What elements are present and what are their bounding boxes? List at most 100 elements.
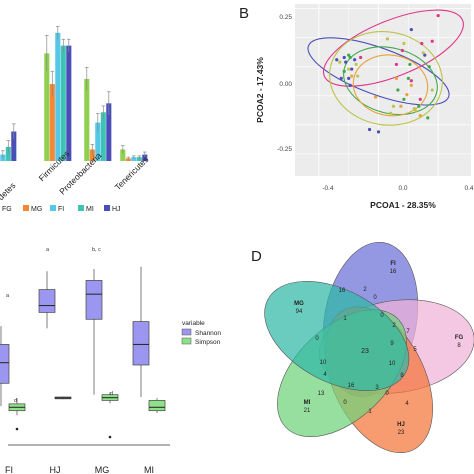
x-tick-bacteroidetes: detes: [0, 180, 17, 202]
plot-area: [295, 4, 471, 176]
x-tick-mi: MI: [144, 465, 154, 474]
box-simpson-mi: [148, 400, 166, 412]
bar-mi-tenericutes: [136, 157, 142, 161]
sample-points: [335, 14, 440, 134]
region-count: 2: [363, 287, 367, 293]
box-shannon-mi: [132, 321, 150, 366]
ellipse-group-5: [352, 54, 429, 117]
point-group-5: [405, 93, 409, 97]
x-tick-labels: -0.4 0.0 0.4: [322, 185, 473, 192]
point-group-5: [373, 95, 378, 99]
sig-label-mg-simpson: d: [110, 391, 113, 397]
x-tick-labels: FI HJ MG MI: [5, 465, 154, 474]
bar-hj-bacteroidetes: [11, 131, 17, 161]
outlier-simpson-mg: [108, 435, 112, 439]
outlier-simpson-fi: [15, 427, 19, 431]
point-group-3: [414, 109, 418, 113]
region-count: 1: [368, 409, 372, 415]
region-count: 16: [348, 383, 355, 389]
legend-label-shannon: Shannon: [195, 330, 221, 337]
point-group-1: [367, 127, 372, 132]
bar-mi-firmicutes: [60, 45, 66, 161]
x-tick-labels: detes Firmicutes Proteobacteria Tenericu…: [0, 148, 150, 202]
box-shannon-fi: [0, 344, 10, 384]
point-group-3: [412, 106, 416, 111]
point-group-2: [436, 14, 440, 18]
point-group-3: [385, 37, 390, 41]
box-group: [0, 266, 166, 439]
confidence-ellipses: [307, 9, 464, 126]
bar-mg-firmicutes: [49, 84, 55, 161]
point-group-4: [347, 53, 351, 57]
set-unique-hj: 23: [398, 430, 405, 436]
region-count: 8: [400, 373, 404, 379]
region-count: 0: [385, 391, 389, 397]
sig-label-fi-simpson: d: [14, 398, 17, 404]
venn-petals: [264, 241, 474, 454]
set-name-hj: HJ: [397, 422, 405, 428]
point-group-1: [335, 58, 339, 62]
point-group-3: [338, 60, 342, 64]
region-count: 1: [343, 316, 347, 322]
legend-swatch-hj: [104, 205, 110, 211]
ellipse-group-1: [307, 37, 450, 106]
bar-fi-proteobacteria: [95, 122, 101, 161]
box-shannon-mg: [85, 280, 103, 320]
point-group-3: [356, 74, 360, 78]
point-group-1: [353, 58, 357, 62]
y-tick-0-00: 0.00: [279, 81, 292, 88]
region-count: 2: [392, 323, 396, 329]
legend: variable Shannon Simpson: [181, 320, 221, 346]
region-count: 4: [405, 401, 409, 407]
panel-b-pcoa-plot: B 0.25 0.00 -0.25 -0.4 0.0 0.4 PCOA1 - 2…: [239, 4, 474, 210]
point-group-1: [339, 76, 343, 80]
legend-label-simpson: Simpson: [195, 339, 221, 346]
point-group-1: [348, 83, 352, 87]
point-group-3: [388, 111, 393, 115]
ellipse-group-2: [322, 9, 464, 87]
point-group-1: [423, 53, 427, 57]
point-group-5: [350, 74, 354, 78]
region-count: 0: [315, 336, 319, 342]
point-group-1: [409, 27, 413, 32]
region-count: 7: [406, 329, 410, 335]
bar-fg-tenericutes: [120, 149, 126, 161]
legend-swatch-shannon: [181, 328, 192, 336]
x-tick-hj: HJ: [50, 465, 61, 474]
sig-label-hj-shannon: a: [46, 247, 50, 253]
region-count: 3: [375, 385, 379, 391]
set-name-fg: FG: [455, 335, 464, 341]
panel-d-venn-diagram: D FI 16 FG 8 HJ 23 MI 21 MG 94 23 216027…: [251, 241, 474, 454]
bar-fi-tenericutes: [131, 157, 137, 161]
point-group-2: [359, 55, 363, 60]
sig-label-mg-shannon: b, c: [92, 247, 101, 253]
bar-fg-proteobacteria: [84, 78, 90, 161]
legend-swatch-simpson: [181, 337, 192, 345]
point-group-1: [376, 130, 381, 134]
legend-swatch-mg: [23, 205, 29, 211]
point-group-4: [426, 116, 430, 120]
point-group-3: [347, 67, 351, 71]
point-group-3: [402, 41, 406, 46]
bar-fg-firmicutes: [44, 53, 50, 162]
point-group-3: [354, 62, 358, 67]
x-tick-0-4: 0.4: [464, 185, 473, 192]
petal-mg: [264, 280, 410, 391]
legend: FG MG FI MI HJ: [2, 205, 121, 213]
bar-group: [0, 26, 148, 162]
region-count: 9: [390, 341, 394, 347]
x-tick-neg-0-4: -0.4: [322, 185, 334, 192]
set-name-fi: FI: [390, 261, 396, 267]
point-group-2: [430, 39, 434, 43]
region-count: 5: [413, 347, 417, 353]
point-group-3: [391, 104, 396, 108]
y-tick-0-25: 0.25: [279, 14, 292, 21]
y-tick-labels: 0.25 0.00 -0.25: [277, 14, 292, 153]
region-count: 4: [323, 372, 327, 378]
point-group-1: [344, 60, 348, 64]
point-group-2: [400, 48, 404, 53]
point-group-5: [394, 76, 399, 80]
bar-mi-bacteroidetes: [5, 146, 11, 161]
legend-label-fi: FI: [58, 206, 64, 213]
